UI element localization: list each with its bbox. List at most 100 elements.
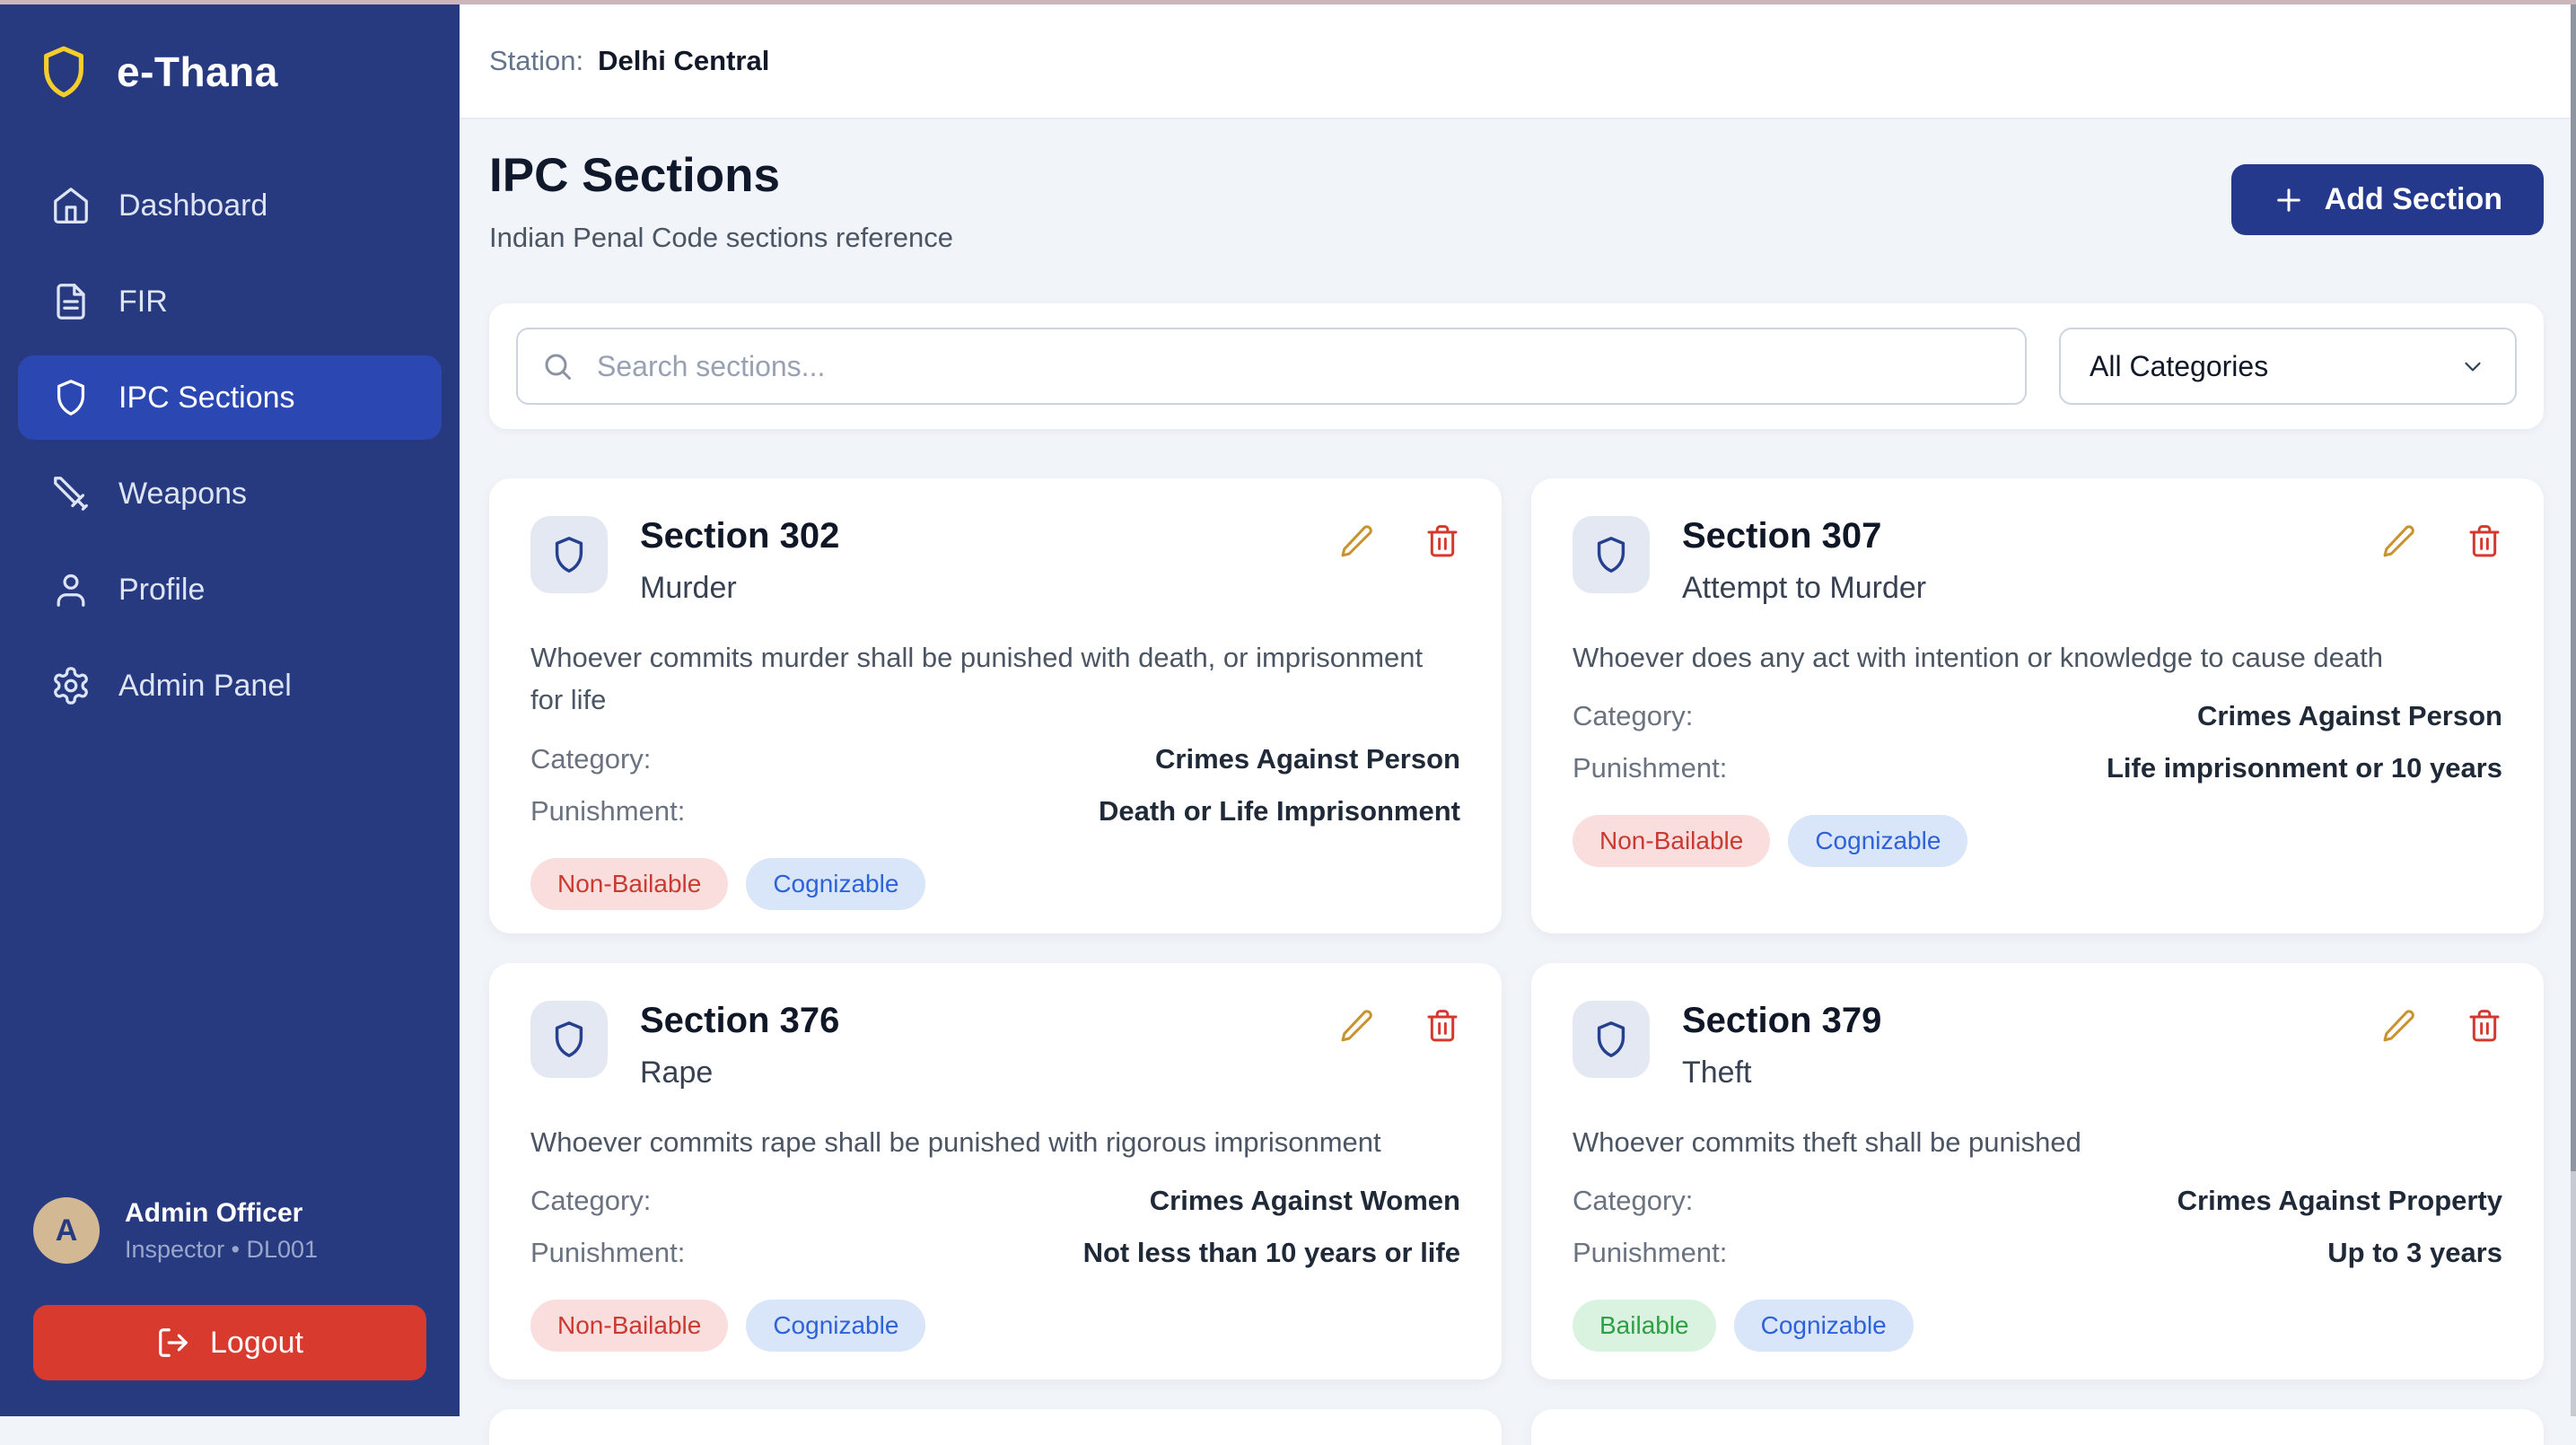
- gear-icon: [50, 665, 92, 706]
- section-shield-tile: [1573, 516, 1650, 594]
- section-card-379: Section 379 Theft Whoever commits theft …: [1531, 963, 2544, 1380]
- logout-icon: [156, 1326, 190, 1360]
- add-section-button[interactable]: Add Section: [2230, 164, 2544, 235]
- delete-section-button[interactable]: [2466, 1008, 2502, 1044]
- sidebar-item-admin-panel[interactable]: Admin Panel: [18, 644, 442, 728]
- edit-section-button[interactable]: [1338, 523, 1374, 559]
- badge-non-bailable: Non-Bailable: [1573, 815, 1771, 868]
- category-selected-value: All Categories: [2090, 349, 2269, 382]
- pencil-icon: [1338, 1008, 1374, 1044]
- sidebar-item-fir[interactable]: FIR: [18, 259, 442, 344]
- chevron-down-icon: [2459, 353, 2486, 380]
- section-card-307: Section 307 Attempt to Murder Whoever do…: [1531, 478, 2544, 934]
- punishment-value: Up to 3 years: [2327, 1237, 2502, 1269]
- punishment-label: Punishment:: [1573, 1237, 1728, 1269]
- delete-section-button[interactable]: [2466, 523, 2502, 559]
- punishment-value: Death or Life Imprisonment: [1098, 794, 1460, 827]
- logout-label: Logout: [210, 1325, 303, 1360]
- sidebar-item-label: Admin Panel: [118, 668, 292, 703]
- section-name: Theft: [1682, 1055, 1752, 1090]
- user-info: A Admin Officer Inspector • DL001: [33, 1197, 426, 1264]
- category-label: Category:: [1573, 700, 1694, 732]
- section-card-partial: [489, 1409, 1502, 1445]
- filter-bar: All Categories: [489, 303, 2544, 430]
- add-section-label: Add Section: [2324, 182, 2502, 216]
- category-value: Crimes Against Property: [2177, 1185, 2502, 1217]
- logout-button[interactable]: Logout: [33, 1305, 426, 1380]
- punishment-label: Punishment:: [1573, 752, 1728, 784]
- section-name: Rape: [640, 1055, 714, 1090]
- edit-section-button[interactable]: [2380, 523, 2416, 559]
- app-name: e-Thana: [117, 48, 278, 95]
- badge-cognizable: Cognizable: [746, 1300, 926, 1353]
- sidebar-item-weapons[interactable]: Weapons: [18, 451, 442, 536]
- punishment-label: Punishment:: [530, 1237, 686, 1269]
- shield-icon: [50, 377, 92, 418]
- trash-icon: [1424, 1008, 1460, 1044]
- edit-section-button[interactable]: [2380, 1008, 2416, 1044]
- badge-non-bailable: Non-Bailable: [530, 857, 729, 910]
- page-header: IPC Sections Indian Penal Code sections …: [489, 121, 2544, 254]
- section-number: Section 376: [640, 1001, 840, 1041]
- badge-non-bailable: Non-Bailable: [530, 1300, 729, 1353]
- page-title: IPC Sections: [489, 149, 780, 202]
- trash-icon: [1424, 523, 1460, 559]
- app-logo: e-Thana: [0, 0, 460, 102]
- sidebar-item-profile[interactable]: Profile: [18, 547, 442, 632]
- search-icon: [541, 350, 574, 382]
- sidebar-item-dashboard[interactable]: Dashboard: [18, 163, 442, 248]
- section-number: Section 307: [1682, 516, 1882, 556]
- section-card-302: Section 302 Murder Whoever commits murde…: [489, 478, 1502, 934]
- sidebar-footer: A Admin Officer Inspector • DL001 Logout: [0, 1197, 460, 1416]
- sidebar-item-label: FIR: [118, 284, 168, 319]
- sidebar-nav: Dashboard FIR IPC Sections: [0, 163, 460, 728]
- section-name: Attempt to Murder: [1682, 571, 1927, 606]
- trash-icon: [2466, 523, 2502, 559]
- section-description: Whoever commits murder shall be punished…: [530, 642, 1424, 716]
- trash-icon: [2466, 1008, 2502, 1044]
- punishment-value: Life imprisonment or 10 years: [2106, 752, 2502, 784]
- section-card-partial: [1531, 1409, 2544, 1445]
- scrollbar-track[interactable]: [2571, 0, 2576, 1416]
- station-label: Station:: [489, 45, 584, 76]
- sections-grid: Section 302 Murder Whoever commits murde…: [489, 478, 2544, 1445]
- sidebar-item-label: IPC Sections: [118, 380, 295, 415]
- top-bar: Station: Delhi Central: [460, 4, 2576, 119]
- scrollbar-thumb[interactable]: [2571, 4, 2576, 1171]
- section-description: Whoever commits rape shall be punished w…: [530, 1126, 1381, 1159]
- category-value: Crimes Against Person: [2197, 700, 2502, 732]
- section-shield-tile: [1573, 1001, 1650, 1079]
- station-name: Delhi Central: [598, 45, 770, 76]
- search-input[interactable]: [516, 328, 2027, 406]
- sidebar-item-label: Profile: [118, 572, 206, 607]
- user-name: Admin Officer: [125, 1197, 303, 1228]
- shield-logo-icon: [36, 41, 92, 102]
- category-label: Category:: [530, 742, 652, 775]
- category-label: Category:: [1573, 1185, 1694, 1217]
- category-value: Crimes Against Women: [1149, 1185, 1460, 1217]
- badge-cognizable: Cognizable: [746, 857, 926, 910]
- category-label: Category:: [530, 1185, 652, 1217]
- search-field-wrap: [516, 328, 2027, 406]
- sidebar-item-ipc-sections[interactable]: IPC Sections: [18, 355, 442, 440]
- pencil-icon: [2380, 1008, 2416, 1044]
- edit-section-button[interactable]: [1338, 1008, 1374, 1044]
- category-select[interactable]: All Categories: [2059, 328, 2517, 406]
- badge-cognizable: Cognizable: [1788, 815, 1968, 868]
- document-icon: [50, 281, 92, 322]
- section-name: Murder: [640, 571, 737, 606]
- section-number: Section 302: [640, 516, 840, 556]
- punishment-value: Not less than 10 years or life: [1082, 1237, 1460, 1269]
- pencil-icon: [1338, 523, 1374, 559]
- user-icon: [50, 569, 92, 610]
- sword-icon: [50, 473, 92, 514]
- section-description: Whoever does any act with intention or k…: [1573, 642, 2383, 674]
- page-subtitle: Indian Penal Code sections reference: [489, 222, 953, 254]
- section-card-376: Section 376 Rape Whoever commits rape sh…: [489, 963, 1502, 1380]
- sidebar: e-Thana Dashboard FIR: [0, 0, 460, 1416]
- delete-section-button[interactable]: [1424, 1008, 1460, 1044]
- section-description: Whoever commits theft shall be punished: [1573, 1126, 2081, 1159]
- delete-section-button[interactable]: [1424, 523, 1460, 559]
- pencil-icon: [2380, 523, 2416, 559]
